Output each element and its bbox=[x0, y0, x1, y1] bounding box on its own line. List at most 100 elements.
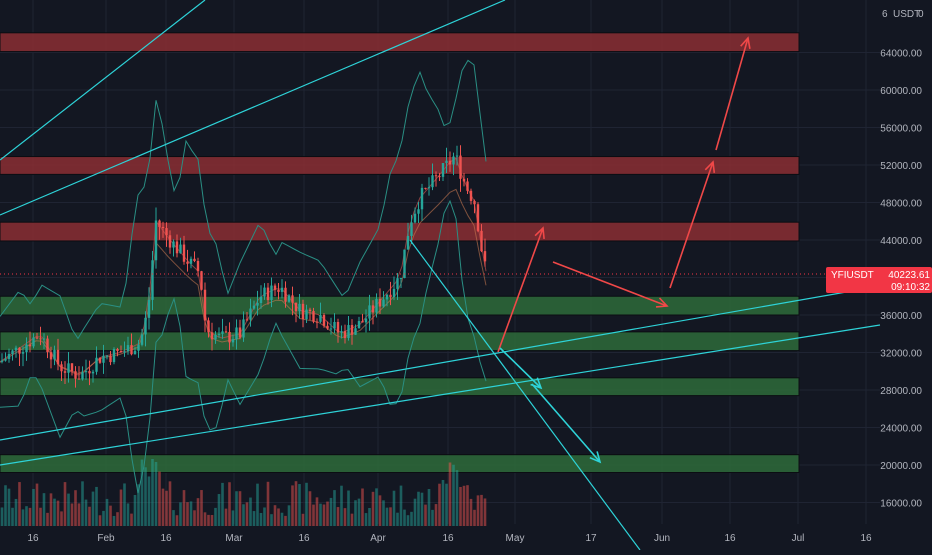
volume-bar bbox=[60, 511, 63, 526]
candle-body bbox=[364, 318, 368, 323]
candle-body bbox=[291, 295, 294, 303]
candle-body bbox=[179, 244, 182, 254]
volume-bar bbox=[417, 491, 420, 526]
candle-body bbox=[133, 350, 137, 355]
candlesticks[interactable] bbox=[0, 145, 487, 388]
candle-body bbox=[200, 271, 203, 290]
candle-body bbox=[385, 294, 389, 300]
candle-body bbox=[116, 349, 119, 351]
projection-arrow-bear-2 bbox=[531, 383, 601, 463]
last-price-value: 40223.61 bbox=[888, 270, 930, 281]
volume-bar bbox=[0, 507, 4, 526]
candle-body bbox=[354, 328, 357, 335]
volume-bar bbox=[263, 507, 266, 526]
volume-bar bbox=[203, 512, 207, 526]
candle-body bbox=[315, 321, 319, 323]
candle-body bbox=[18, 347, 21, 354]
candle-body bbox=[203, 289, 207, 321]
projection-arrow-bear-2-head bbox=[589, 451, 602, 464]
volume-bars bbox=[0, 458, 487, 526]
candle-body bbox=[235, 327, 238, 340]
candle-body bbox=[39, 338, 42, 340]
candle-body bbox=[284, 287, 287, 302]
price-tick-label: 64000.00 bbox=[880, 49, 922, 60]
candle-body bbox=[455, 155, 459, 157]
volume-bar bbox=[305, 482, 308, 526]
time-tick-label: Mar bbox=[225, 533, 243, 544]
candle-body bbox=[21, 352, 25, 354]
candle-body bbox=[403, 249, 406, 279]
candle-body bbox=[84, 371, 88, 373]
candle-body bbox=[420, 187, 424, 210]
volume-bar bbox=[196, 498, 200, 526]
candle-body bbox=[168, 235, 172, 248]
candle-body bbox=[123, 351, 126, 353]
candle-body bbox=[336, 322, 340, 333]
volume-bar bbox=[343, 508, 347, 526]
volume-bar bbox=[336, 507, 340, 526]
volume-bar bbox=[252, 511, 256, 526]
volume-bar bbox=[172, 510, 175, 526]
candle-body bbox=[301, 303, 305, 320]
candle-body bbox=[11, 350, 14, 355]
time-tick-label: 16 bbox=[724, 533, 736, 544]
candle-body bbox=[42, 338, 46, 340]
candle-body bbox=[105, 355, 109, 357]
time-axis[interactable]: 16 Feb 16 Mar 16 Apr 16 May 17 Jun 16 Jul 16 bbox=[27, 533, 872, 544]
volume-bar bbox=[354, 500, 357, 526]
volume-bar bbox=[28, 507, 32, 526]
volume-bar bbox=[273, 505, 277, 526]
candle-body bbox=[322, 314, 326, 326]
candle-body bbox=[326, 325, 329, 329]
candle-body bbox=[165, 228, 168, 236]
candle-body bbox=[287, 295, 291, 302]
candle-body bbox=[448, 160, 452, 165]
candle-body bbox=[298, 303, 301, 312]
volume-bar bbox=[445, 483, 448, 526]
candle-body bbox=[46, 338, 49, 353]
volume-bar bbox=[364, 513, 368, 526]
candle-body bbox=[396, 278, 399, 289]
volume-bar bbox=[154, 461, 158, 526]
candle-body bbox=[224, 331, 228, 333]
candle-body bbox=[406, 235, 410, 250]
volume-bar bbox=[98, 515, 102, 526]
volume-bar bbox=[165, 490, 168, 526]
candle-body bbox=[228, 331, 231, 343]
volume-bar bbox=[49, 493, 53, 526]
projection-arrow-down-retest bbox=[552, 261, 668, 307]
volume-bar bbox=[392, 490, 396, 526]
price-tick-label: 16000.00 bbox=[880, 499, 922, 510]
candle-body bbox=[95, 357, 98, 372]
candle-body bbox=[210, 332, 214, 340]
volume-bar bbox=[462, 485, 466, 526]
volume-bar bbox=[322, 504, 326, 526]
volume-bar bbox=[361, 488, 364, 526]
candle-body bbox=[441, 163, 445, 177]
candle-body bbox=[88, 371, 91, 374]
volume-bar bbox=[308, 491, 312, 526]
volume-bar bbox=[434, 504, 438, 526]
volume-bar bbox=[214, 507, 217, 526]
candle-body bbox=[263, 287, 266, 297]
candle-body bbox=[53, 349, 56, 360]
volume-bar bbox=[242, 504, 245, 526]
price-tick-label: 20000.00 bbox=[880, 461, 922, 472]
volume-bar bbox=[46, 512, 49, 526]
time-tick-label: 16 bbox=[442, 533, 454, 544]
volume-bar bbox=[95, 486, 98, 526]
volume-bar bbox=[210, 514, 214, 526]
candle-body bbox=[175, 241, 179, 254]
candle-body bbox=[357, 321, 361, 329]
volume-bar bbox=[403, 509, 406, 526]
volume-bar bbox=[378, 495, 382, 526]
projection-arrows bbox=[497, 36, 751, 464]
candle-body bbox=[35, 337, 39, 339]
candle-body bbox=[186, 261, 189, 264]
volume-bar bbox=[81, 481, 84, 526]
candle-body bbox=[147, 299, 151, 318]
time-tick-label: Apr bbox=[370, 533, 386, 544]
candle-body bbox=[445, 160, 448, 164]
